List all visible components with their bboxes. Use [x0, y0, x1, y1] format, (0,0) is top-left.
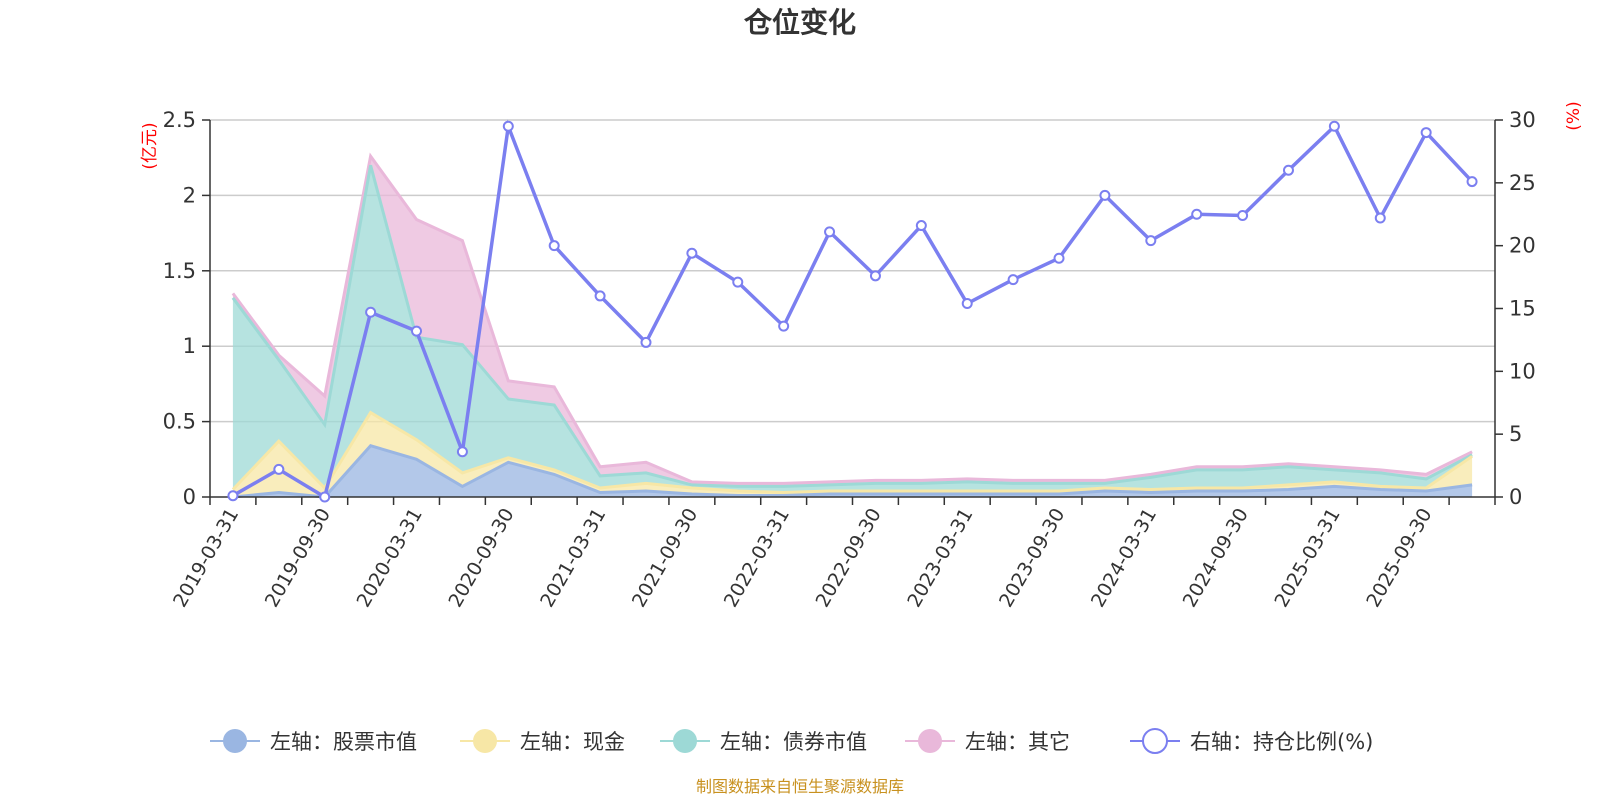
ratio-point — [869, 270, 881, 282]
ratio-point — [456, 446, 468, 458]
ratio-point — [778, 320, 790, 332]
left-axis-tick-label: 0.5 — [163, 410, 196, 434]
right-axis-tick-label: 25 — [1509, 171, 1536, 195]
ratio-line — [232, 119, 1474, 500]
left-axis-tick-label: 1 — [183, 334, 196, 358]
ratio-point — [273, 463, 285, 475]
ratio-point — [1099, 189, 1111, 201]
ratio-point — [548, 240, 560, 252]
left-axis-unit: (亿元) — [140, 122, 160, 169]
x-axis-tick-label: 2023-09-30 — [995, 505, 1069, 612]
ratio-point — [502, 120, 514, 132]
x-axis-tick-label: 2023-03-31 — [903, 505, 977, 612]
right-axis-unit: (%) — [1564, 101, 1584, 130]
area-edge-左轴：其它 — [231, 152, 1473, 485]
ratio-point — [1191, 208, 1203, 220]
x-axis-tick-label: 2025-09-30 — [1362, 505, 1436, 612]
ratio-point — [1145, 235, 1157, 247]
legend-marker — [473, 729, 497, 753]
area-左轴：债券市值 — [232, 165, 1473, 493]
x-axis-tick-label: 2019-09-30 — [261, 505, 335, 612]
x-axis-tick-label: 2020-03-31 — [353, 505, 427, 612]
left-axis-tick-label: 1.5 — [163, 259, 196, 283]
ratio-point — [1282, 164, 1294, 176]
x-axis-tick-label: 2021-09-30 — [628, 505, 702, 612]
ratio-point — [411, 325, 423, 337]
legend-marker — [918, 729, 942, 753]
right-axis-tick-label: 0 — [1509, 485, 1522, 509]
ratio-point — [365, 306, 377, 318]
area-edge-左轴：股票市值 — [232, 443, 1473, 499]
chart-title: 仓位变化 — [744, 6, 856, 39]
ratio-point — [1237, 210, 1249, 222]
ratio-point — [1374, 212, 1386, 224]
x-axis-tick-label: 2020-09-30 — [444, 505, 518, 612]
area-edge-左轴：现金 — [231, 410, 1473, 495]
x-axis-tick-label: 2022-03-31 — [720, 505, 794, 612]
right-axis-tick-label: 15 — [1509, 297, 1536, 321]
ratio-point — [686, 247, 698, 259]
ratio-point — [1007, 274, 1019, 286]
x-axis-tick-label: 2025-03-31 — [1270, 505, 1344, 612]
ratio-point — [1420, 127, 1432, 139]
ratio-point — [319, 491, 331, 503]
ratio-line-series — [227, 119, 1478, 503]
left-axis-tick-label: 0 — [183, 485, 196, 509]
left-axis-tick-label: 2.5 — [163, 108, 196, 132]
x-axis-tick-label: 2021-03-31 — [536, 505, 610, 612]
ratio-point — [594, 290, 606, 302]
x-axis-tick-label: 2022-09-30 — [812, 505, 886, 612]
ratio-point — [824, 226, 836, 238]
right-axis-tick-label: 20 — [1509, 234, 1536, 258]
x-axis-tick-label: 2019-03-31 — [169, 505, 243, 612]
legend-label: 左轴：股票市值 — [270, 730, 417, 754]
right-axis-tick-label: 30 — [1509, 108, 1536, 132]
left-axis-tick-label: 2 — [183, 183, 196, 207]
legend-marker — [673, 729, 697, 753]
ratio-point — [227, 490, 239, 502]
right-axis-tick-label: 5 — [1509, 422, 1522, 446]
ratio-point — [1328, 120, 1340, 132]
x-axis-tick-label: 2024-03-31 — [1087, 505, 1161, 612]
x-axis-tick-label: 2024-09-30 — [1179, 505, 1253, 612]
area-edge-左轴：债券市值 — [231, 164, 1473, 488]
ratio-point — [915, 220, 927, 232]
source-note: 制图数据来自恒生聚源数据库 — [696, 777, 904, 796]
legend-label: 左轴：其它 — [965, 730, 1070, 754]
legend-marker — [223, 729, 247, 753]
legend-label: 右轴：持仓比例(%) — [1190, 730, 1373, 754]
ratio-point — [732, 276, 744, 288]
legend-marker — [1142, 728, 1168, 754]
area-左轴：股票市值 — [232, 445, 1473, 497]
legend-label: 左轴：债券市值 — [720, 730, 867, 754]
ratio-point — [1466, 176, 1478, 188]
ratio-point — [1053, 252, 1065, 264]
legend: 左轴：股票市值 左轴：现金 左轴：债券市值 左轴：其它 右轴：持仓比例(%) — [210, 728, 1373, 754]
ratio-point — [961, 297, 973, 309]
right-axis-tick-label: 10 — [1509, 359, 1536, 383]
legend-label: 左轴：现金 — [520, 730, 625, 754]
ratio-point — [640, 336, 652, 348]
